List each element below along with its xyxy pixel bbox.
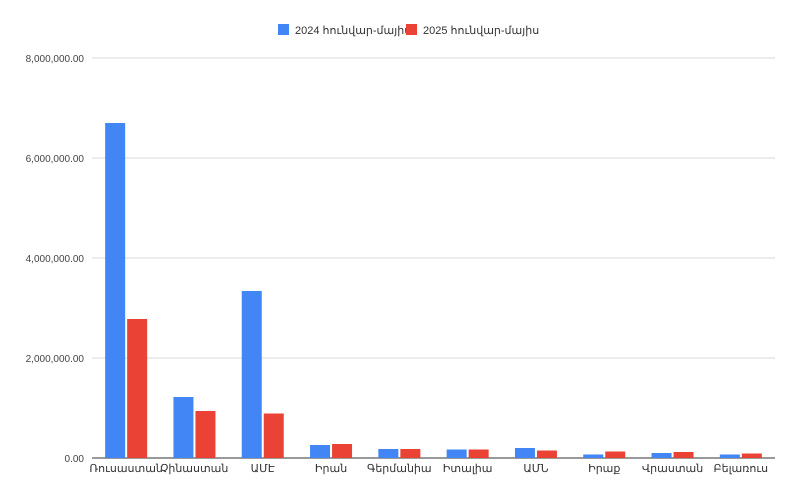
legend-label: 2024 հունվար-մայիս	[295, 25, 411, 37]
bar-2024-4	[378, 449, 399, 458]
bar-2025-4	[400, 449, 421, 458]
bar-2025-2	[263, 413, 284, 458]
bar-2025-1	[195, 411, 216, 458]
bar-2025-7	[605, 451, 626, 458]
legend-swatch	[406, 24, 417, 35]
x-tick-label: ԱՄԷ	[251, 463, 275, 475]
x-tick-label: ԱՄՆ	[523, 463, 548, 475]
legend: 2024 հունվար-մայիս 2025 հունվար-մայիս	[278, 24, 539, 37]
x-tick-label: Գերմանիա	[367, 463, 432, 475]
y-tick-label: 0.00	[65, 454, 85, 465]
bar-2024-5	[446, 449, 467, 458]
bar-2024-0	[105, 123, 126, 458]
bar-2024-2	[241, 291, 262, 458]
y-axis: 0.00 2,000,000.00 4,000,000.00 6,000,000.00…	[26, 54, 85, 465]
y-tick-label: 2,000,000.00	[26, 354, 85, 365]
legend-label: 2025 հունվար-մայիս	[423, 25, 539, 37]
bar-2025-8	[673, 452, 694, 458]
x-tick-label: Իտալիա	[443, 463, 493, 475]
y-tick-label: 4,000,000.00	[26, 254, 85, 265]
bar-2024-6	[514, 448, 535, 458]
x-tick-label: Իրաք	[588, 463, 620, 475]
x-tick-label: Բելառուս	[714, 463, 769, 475]
y-tick-label: 6,000,000.00	[26, 154, 85, 165]
bar-2024-8	[651, 453, 672, 458]
x-tick-label: Չինաստան	[161, 463, 229, 475]
bar-2025-6	[536, 450, 557, 458]
bar-2025-9	[741, 453, 762, 458]
bar-2025-5	[468, 449, 489, 458]
bar-2024-7	[583, 454, 604, 458]
bar-2024-1	[173, 397, 194, 458]
x-tick-label: Վրաստան	[642, 463, 703, 475]
x-tick-label: Իրան	[315, 463, 347, 475]
bar-2024-9	[719, 454, 740, 458]
bar-2025-3	[332, 444, 353, 458]
bar-2024-3	[310, 445, 331, 458]
x-tick-label: Ռուսաստան	[89, 463, 163, 475]
legend-swatch	[278, 24, 289, 35]
bars	[105, 123, 762, 458]
y-tick-label: 8,000,000.00	[26, 54, 85, 65]
bar-2025-0	[127, 319, 148, 458]
gridlines	[92, 57, 775, 459]
